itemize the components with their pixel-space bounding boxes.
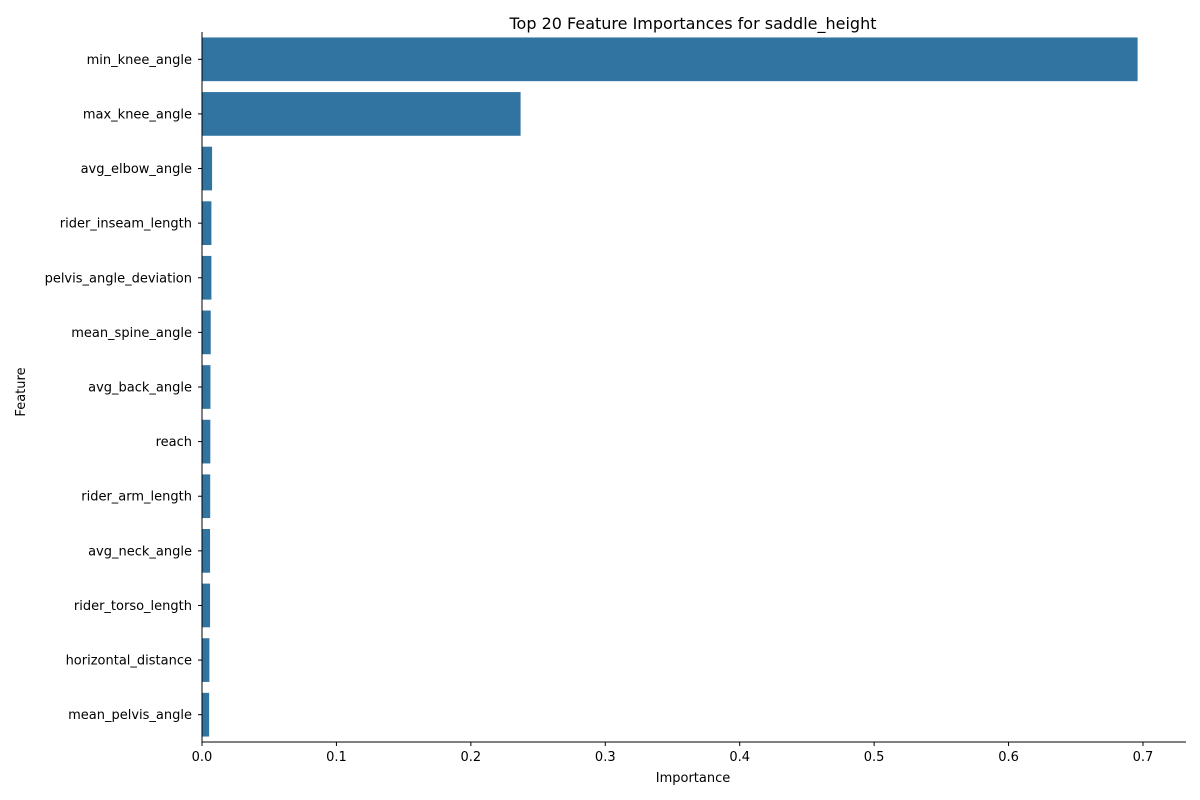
y-tick-label: horizontal_distance <box>66 654 192 669</box>
x-tick-label: 0.3 <box>595 750 616 765</box>
bar <box>202 255 212 300</box>
x-tick-label: 0.7 <box>1133 750 1154 765</box>
bar <box>202 92 521 136</box>
bar <box>202 583 211 628</box>
bar <box>202 310 211 355</box>
x-axis-title: Importance <box>656 771 731 786</box>
y-ticks: min_knee_angle max_knee_angle avg_elbow_an… <box>45 53 202 723</box>
y-tick-label: min_knee_angle <box>87 53 192 68</box>
x-tick-label: 0.5 <box>864 750 885 765</box>
bar <box>202 529 211 573</box>
x-tick-label: 0.0 <box>192 750 213 765</box>
bar <box>202 201 212 245</box>
y-tick-label: rider_inseam_length <box>60 217 192 232</box>
bar <box>202 692 210 737</box>
x-ticks: 0.0 0.1 0.2 0.3 0.4 0.5 0.6 0.7 <box>192 742 1154 765</box>
y-tick-label: avg_back_angle <box>88 381 192 396</box>
y-tick-label: pelvis_angle_deviation <box>45 271 192 286</box>
y-tick-label: mean_pelvis_angle <box>68 708 192 723</box>
bar <box>202 365 211 409</box>
x-tick-label: 0.4 <box>729 750 750 765</box>
bar <box>202 146 213 191</box>
y-tick-label: reach <box>156 435 192 450</box>
x-tick-label: 0.1 <box>326 750 347 765</box>
bars-layer <box>202 37 1138 737</box>
y-tick-label: mean_spine_angle <box>71 326 192 341</box>
x-tick-label: 0.6 <box>998 750 1019 765</box>
chart-title: Top 20 Feature Importances for saddle_he… <box>508 14 876 34</box>
y-axis-title: Feature <box>14 367 29 416</box>
y-tick-label: rider_arm_length <box>81 490 192 505</box>
bar <box>202 638 210 682</box>
y-tick-label: max_knee_angle <box>83 107 192 122</box>
y-tick-label: avg_neck_angle <box>88 544 192 559</box>
bar <box>202 37 1138 82</box>
bar <box>202 474 211 519</box>
y-tick-label: rider_torso_length <box>74 599 192 614</box>
axes-layer <box>201 32 1186 743</box>
bar <box>202 419 211 464</box>
x-tick-label: 0.2 <box>461 750 482 765</box>
y-tick-label: avg_elbow_angle <box>81 162 192 177</box>
